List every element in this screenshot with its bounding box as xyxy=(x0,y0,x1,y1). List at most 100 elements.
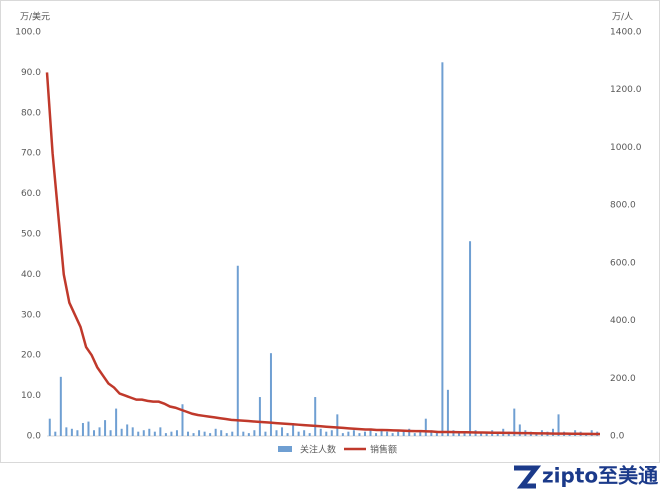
bar xyxy=(98,427,101,436)
bar xyxy=(292,423,295,436)
chart-frame xyxy=(0,0,660,463)
y2-tick-label: 400.0 xyxy=(610,316,636,326)
bar xyxy=(131,427,134,436)
bar xyxy=(330,430,333,436)
bar xyxy=(247,433,250,436)
legend-swatch xyxy=(278,446,292,452)
bar xyxy=(397,431,400,436)
bar xyxy=(408,428,411,436)
bar xyxy=(341,433,344,436)
bar xyxy=(314,397,317,436)
bar xyxy=(363,431,366,436)
bar xyxy=(297,431,300,436)
bar xyxy=(303,430,306,436)
bar xyxy=(358,433,361,436)
legend-label: 销售额 xyxy=(370,444,397,456)
y-tick-label: 30.0 xyxy=(21,310,41,320)
bar xyxy=(236,265,239,436)
bar xyxy=(225,433,228,436)
bar xyxy=(469,241,472,436)
bar xyxy=(209,433,212,436)
bar xyxy=(308,433,311,436)
y2-tick-label: 1200.0 xyxy=(610,85,642,95)
bar xyxy=(175,430,178,436)
bar xyxy=(446,389,449,436)
bar xyxy=(480,433,483,436)
bar xyxy=(435,431,438,436)
bar xyxy=(557,414,560,436)
y-tick-label: 80.0 xyxy=(21,108,41,118)
bar xyxy=(115,408,118,436)
bar xyxy=(187,431,190,436)
y2-axis-unit: 万/人 xyxy=(612,12,633,23)
y2-tick-label: 800.0 xyxy=(610,201,636,211)
y-tick-label: 50.0 xyxy=(21,230,41,240)
bar xyxy=(214,428,217,436)
bar xyxy=(198,430,201,436)
bar xyxy=(264,431,267,436)
bar xyxy=(142,430,145,436)
bar xyxy=(325,431,328,436)
legend-label: 关注人数 xyxy=(300,444,336,456)
y-tick-label: 40.0 xyxy=(21,270,41,280)
bar xyxy=(419,431,422,436)
line xyxy=(45,72,601,436)
bar xyxy=(457,431,460,436)
bar xyxy=(93,430,96,436)
bar xyxy=(253,430,256,436)
bar xyxy=(369,428,372,436)
y-tick-label: 60.0 xyxy=(21,189,41,199)
bar xyxy=(463,433,466,436)
y2-tick-label: 200.0 xyxy=(610,374,636,384)
bar xyxy=(109,430,112,436)
bar xyxy=(148,428,151,436)
bar xyxy=(153,431,156,436)
bar xyxy=(391,433,394,436)
bar xyxy=(159,427,162,436)
y-tick-label: 0.0 xyxy=(27,432,42,442)
bar xyxy=(120,428,123,436)
y-tick-label: 100.0 xyxy=(15,28,41,38)
bar xyxy=(319,428,322,436)
bar xyxy=(352,430,355,436)
bar xyxy=(286,433,289,436)
bar xyxy=(76,430,79,436)
y2-tick-label: 1400.0 xyxy=(610,28,642,38)
bar xyxy=(220,430,223,436)
bar xyxy=(518,424,521,436)
bar xyxy=(424,418,427,436)
bar xyxy=(441,62,444,437)
bar xyxy=(496,433,499,436)
bar xyxy=(164,433,167,436)
bar xyxy=(402,430,405,436)
bar xyxy=(70,428,73,436)
bar xyxy=(535,433,538,436)
y-axis-unit: 万/美元 xyxy=(20,11,50,23)
bar xyxy=(413,433,416,436)
bar xyxy=(281,427,284,436)
bar xyxy=(104,420,107,436)
bar xyxy=(170,431,173,436)
bar xyxy=(513,408,516,436)
bar xyxy=(54,431,57,436)
bar xyxy=(48,418,51,436)
logo-icon xyxy=(514,465,542,489)
bar xyxy=(81,423,84,436)
bar xyxy=(203,431,206,436)
y2-tick-label: 600.0 xyxy=(610,258,636,268)
bar xyxy=(242,431,245,436)
bar xyxy=(275,430,278,436)
bar xyxy=(375,433,378,436)
bar xyxy=(192,433,195,436)
bar xyxy=(380,430,383,436)
bar xyxy=(347,431,350,436)
bar xyxy=(65,427,68,436)
bar xyxy=(87,421,90,436)
bar xyxy=(231,431,234,436)
y-tick-label: 70.0 xyxy=(21,149,41,159)
bar xyxy=(137,431,140,436)
bar xyxy=(336,414,339,436)
bar xyxy=(258,397,261,436)
